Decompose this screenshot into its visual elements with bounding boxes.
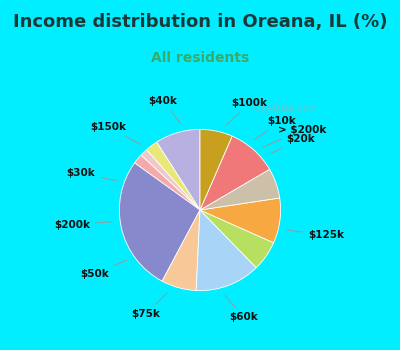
Text: $75k: $75k (132, 293, 168, 319)
Text: $100k: $100k (226, 98, 267, 125)
Wedge shape (196, 210, 256, 290)
Text: $20k: $20k (269, 134, 315, 154)
Wedge shape (200, 210, 274, 268)
Wedge shape (200, 130, 232, 210)
Text: $150k: $150k (90, 122, 140, 144)
Wedge shape (119, 163, 200, 281)
Text: $125k: $125k (287, 230, 344, 240)
Text: > $200k: > $200k (263, 125, 326, 147)
Wedge shape (162, 210, 200, 290)
Text: $40k: $40k (148, 96, 181, 124)
Wedge shape (134, 155, 200, 210)
Text: $50k: $50k (80, 260, 127, 279)
Text: $60k: $60k (225, 295, 258, 322)
Text: All residents: All residents (151, 51, 249, 65)
Text: City-Data.com: City-Data.com (252, 104, 317, 113)
Text: $10k: $10k (254, 116, 296, 140)
Wedge shape (200, 198, 281, 243)
Wedge shape (200, 169, 280, 210)
Text: $30k: $30k (66, 168, 116, 181)
Text: Income distribution in Oreana, IL (%): Income distribution in Oreana, IL (%) (13, 13, 387, 30)
Wedge shape (157, 130, 200, 210)
Wedge shape (200, 136, 270, 210)
Wedge shape (141, 150, 200, 210)
Wedge shape (146, 142, 200, 210)
Text: $200k: $200k (54, 220, 112, 230)
